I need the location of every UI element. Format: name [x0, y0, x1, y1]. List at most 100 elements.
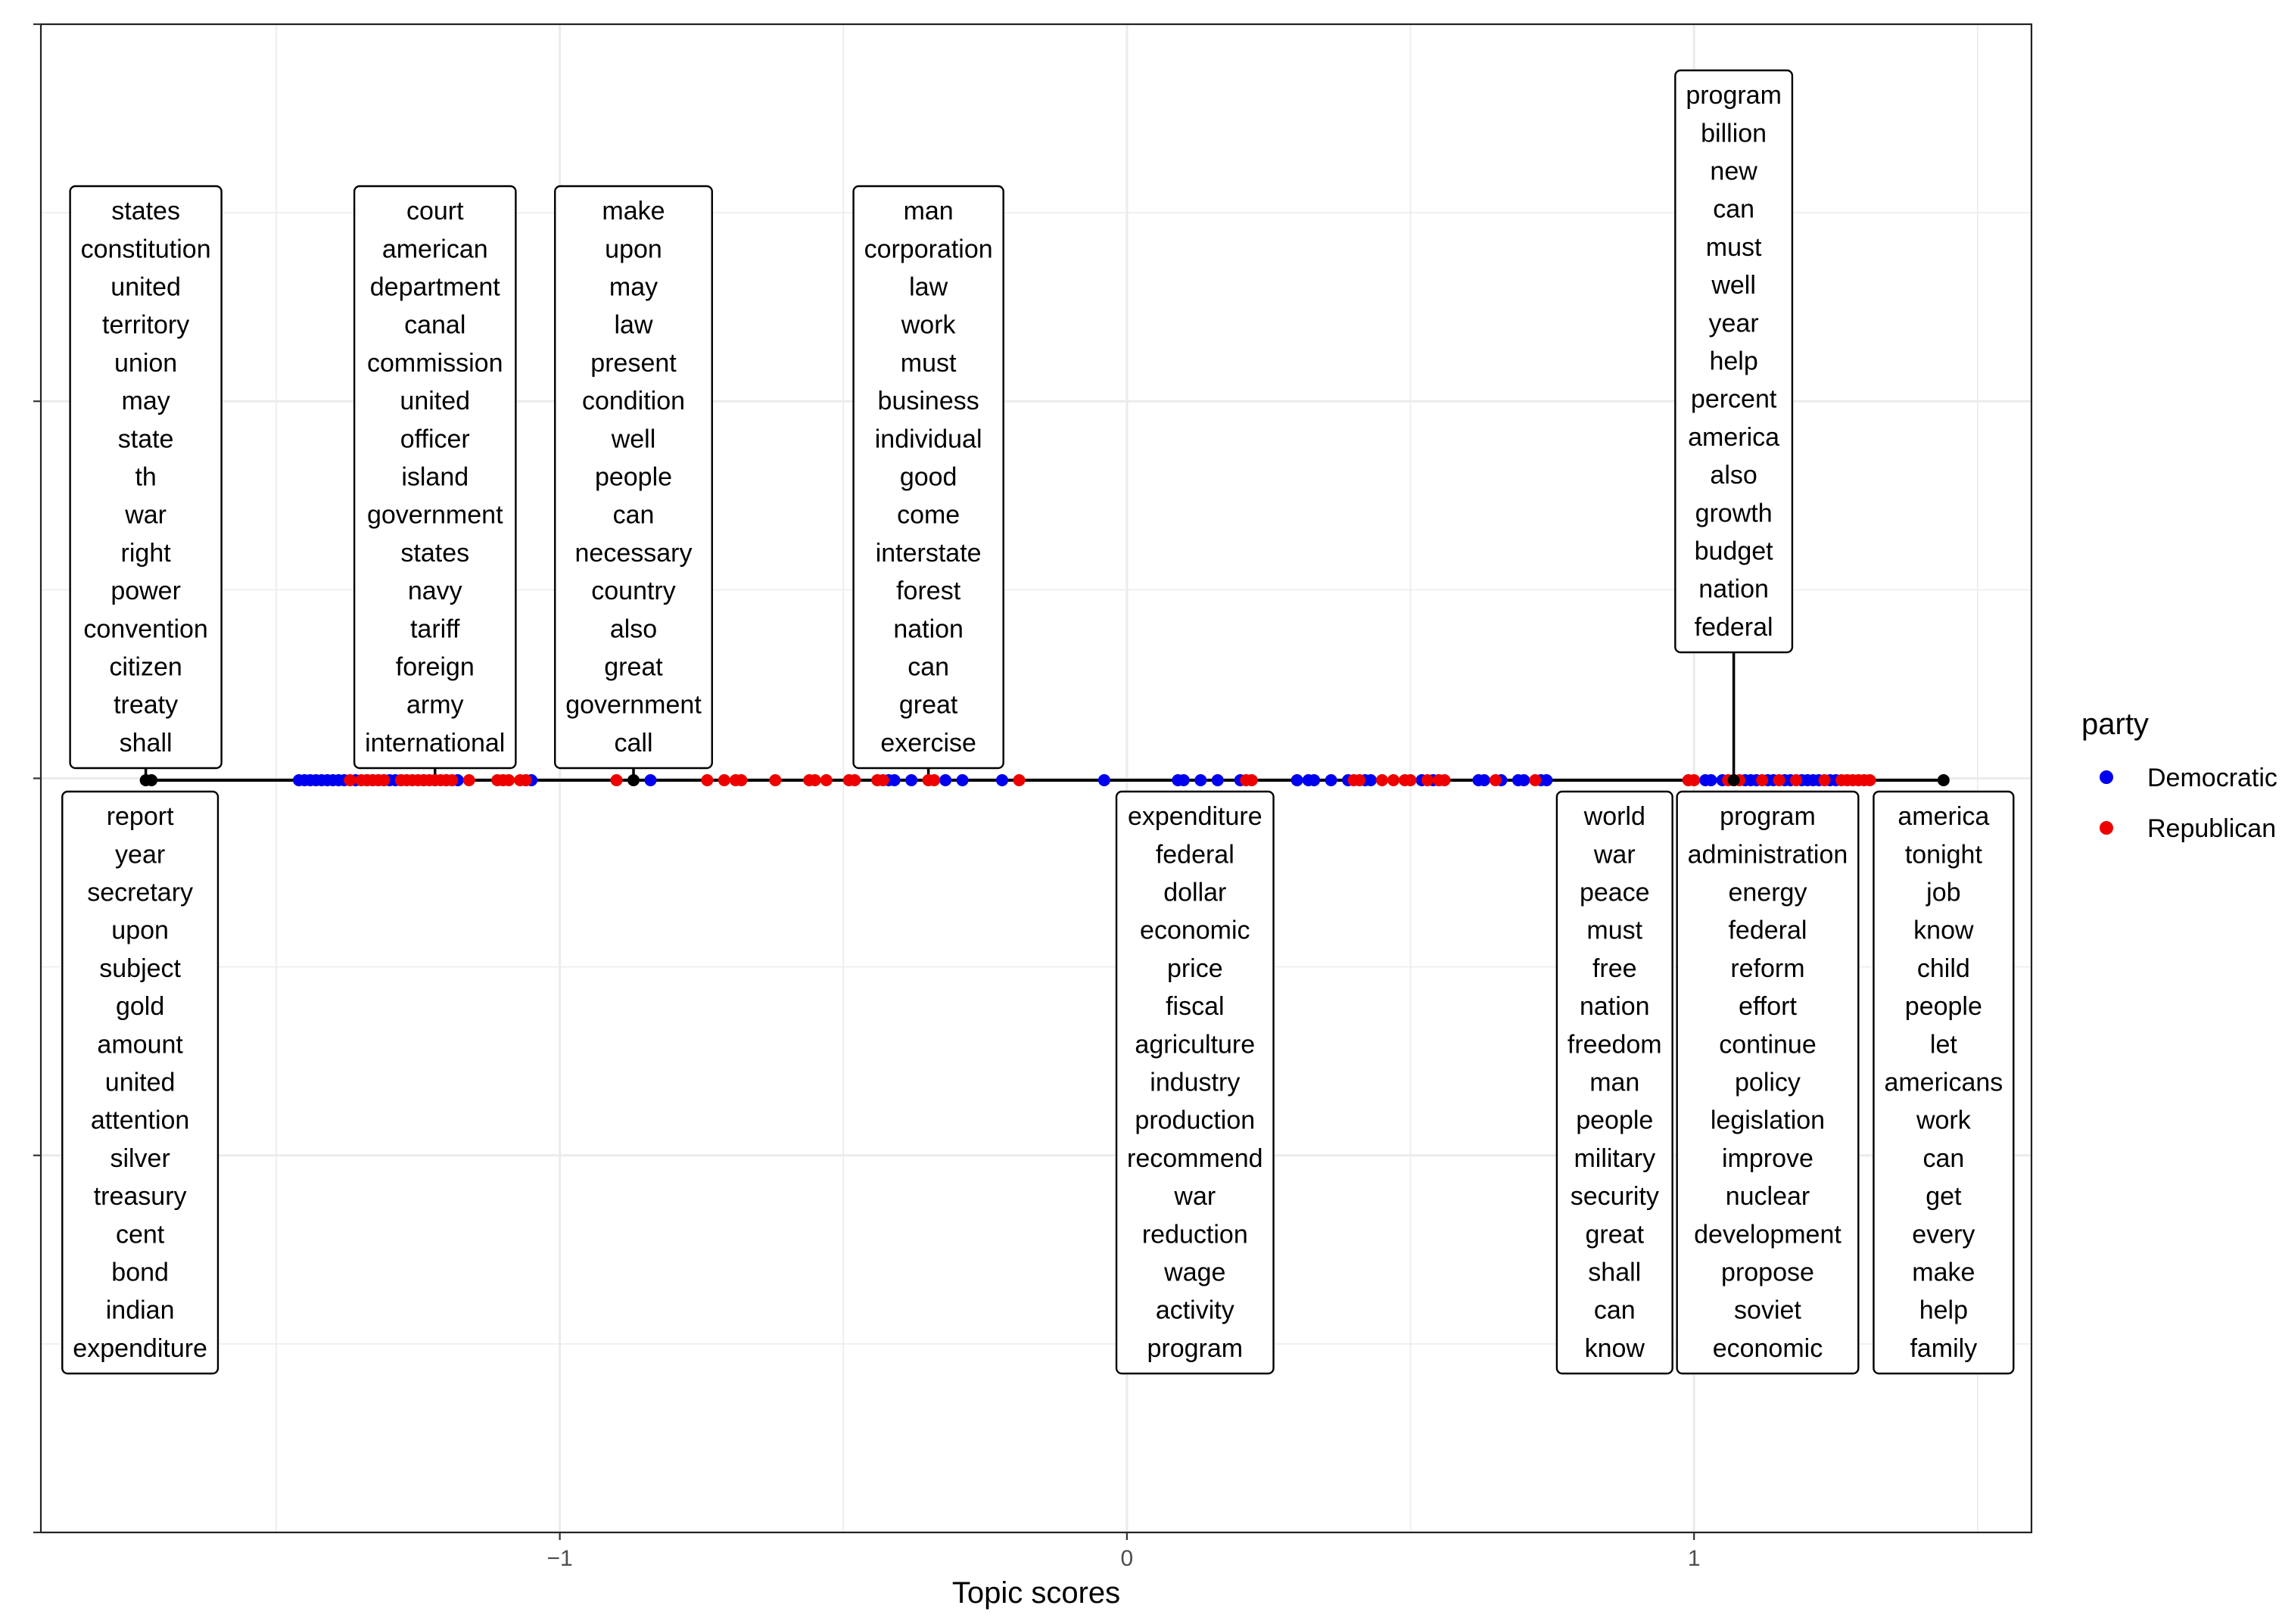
topic-label-box: make upon may law present condition well people…	[554, 185, 713, 770]
topic-word: people	[1576, 1106, 1653, 1135]
point-democratic	[644, 774, 657, 786]
topic-word: gold	[116, 992, 164, 1021]
topic-word: industry	[1150, 1069, 1240, 1097]
point-republican	[1387, 774, 1400, 786]
topic-point	[1937, 774, 1950, 786]
topic-word: silver	[110, 1144, 170, 1173]
point-republican	[718, 774, 730, 786]
topic-word: fiscal	[1166, 992, 1224, 1021]
topic-word: united	[111, 273, 181, 302]
topic-word: territory	[102, 311, 189, 340]
topic-word: th	[135, 463, 156, 492]
point-republican	[1489, 774, 1502, 786]
topic-word: great	[604, 653, 663, 682]
topic-word: also	[1710, 461, 1757, 490]
topic-word: propose	[1721, 1258, 1814, 1287]
speech-points	[292, 774, 1876, 786]
topic-word: reform	[1730, 954, 1804, 983]
topic-word: corporation	[864, 235, 993, 263]
point-democratic	[1518, 774, 1530, 786]
point-democratic	[1540, 774, 1553, 786]
topic-word: foreign	[396, 653, 475, 682]
point-republican	[503, 774, 515, 786]
topic-word: war	[1173, 1182, 1216, 1211]
point-republican	[928, 774, 941, 786]
topic-word: necessary	[575, 539, 693, 568]
topic-word: great	[1586, 1220, 1645, 1249]
topic-word: americans	[1884, 1069, 2003, 1097]
point-democratic	[1308, 774, 1321, 786]
topic-word: man	[1589, 1069, 1639, 1097]
topic-label-box: report year secretary upon subject gold amount…	[61, 790, 219, 1375]
topic-word: nation	[1580, 992, 1650, 1021]
x-axis-ticks: −1 0 1	[546, 1532, 1701, 1571]
topic-word: call	[614, 729, 652, 758]
topic-word: let	[1930, 1030, 1957, 1059]
topic-word-boxes: states constitution united territory union ma…	[61, 69, 2015, 1375]
point-democratic	[1325, 774, 1337, 786]
topic-word: federal	[1695, 613, 1773, 642]
topic-word: freedom	[1568, 1030, 1662, 1059]
point-republican	[820, 774, 833, 786]
point-democratic	[956, 774, 969, 786]
point-democratic	[1177, 774, 1190, 786]
topic-word: price	[1167, 954, 1223, 983]
topic-word: agriculture	[1135, 1030, 1255, 1059]
topic-word: army	[406, 691, 464, 720]
topic-word: nation	[893, 614, 964, 643]
topic-box-frame	[61, 790, 219, 1375]
topic-word: united	[400, 387, 470, 415]
topic-word: peace	[1580, 879, 1650, 907]
topic-word: citizen	[109, 653, 182, 682]
topic-word: treaty	[114, 691, 178, 720]
topic-word: war	[1593, 840, 1636, 869]
point-republican	[1688, 774, 1701, 786]
topic-word: economic	[1713, 1334, 1823, 1363]
topic-word: government	[367, 501, 503, 530]
topic-word: know	[1913, 916, 1974, 945]
topic-word: growth	[1695, 499, 1773, 527]
topic-box-frame	[554, 185, 713, 770]
topic-word: upon	[111, 916, 169, 945]
topic-word: policy	[1735, 1069, 1801, 1097]
topic-word: activity	[1156, 1296, 1234, 1325]
topic-point	[627, 774, 640, 786]
topic-label-box: man corporation law work must business individ…	[852, 185, 1004, 770]
topic-word: military	[1574, 1144, 1655, 1173]
topic-word: work	[1916, 1106, 1972, 1135]
topic-word: well	[1711, 271, 1756, 300]
topic-label-box: program administration energy federal reform…	[1676, 790, 1860, 1375]
point-republican	[610, 774, 623, 786]
topic-box-frame	[69, 185, 223, 770]
topic-word: well	[611, 425, 656, 453]
topic-word: must	[901, 349, 957, 378]
topic-word: year	[1709, 309, 1759, 338]
topic-word: security	[1571, 1182, 1659, 1211]
topic-word: amount	[97, 1030, 183, 1059]
topic-word: attention	[91, 1106, 189, 1135]
point-republican	[1438, 774, 1451, 786]
topic-box-frame	[1115, 790, 1275, 1375]
topic-word: great	[899, 691, 958, 720]
topic-word: exercise	[880, 729, 976, 758]
topic-word: soviet	[1734, 1296, 1801, 1325]
point-republican	[519, 774, 532, 786]
point-democratic	[1704, 774, 1717, 786]
point-republican	[701, 774, 714, 786]
topic-word: every	[1912, 1220, 1975, 1249]
topic-word: international	[365, 729, 505, 758]
topic-word: subject	[99, 954, 181, 983]
point-republican	[1404, 774, 1417, 786]
topic-word: wage	[1163, 1258, 1225, 1287]
topic-word: convention	[83, 614, 207, 643]
point-republican	[769, 774, 782, 786]
topic-word: continue	[1719, 1030, 1817, 1059]
topic-word: help	[1919, 1296, 1968, 1325]
topic-point	[145, 774, 158, 786]
legend: party Democratic Republican	[2081, 708, 2277, 843]
topic-word: good	[900, 463, 957, 492]
topic-word: energy	[1728, 879, 1807, 907]
topic-word: make	[1912, 1258, 1975, 1287]
topic-word: law	[909, 273, 948, 302]
